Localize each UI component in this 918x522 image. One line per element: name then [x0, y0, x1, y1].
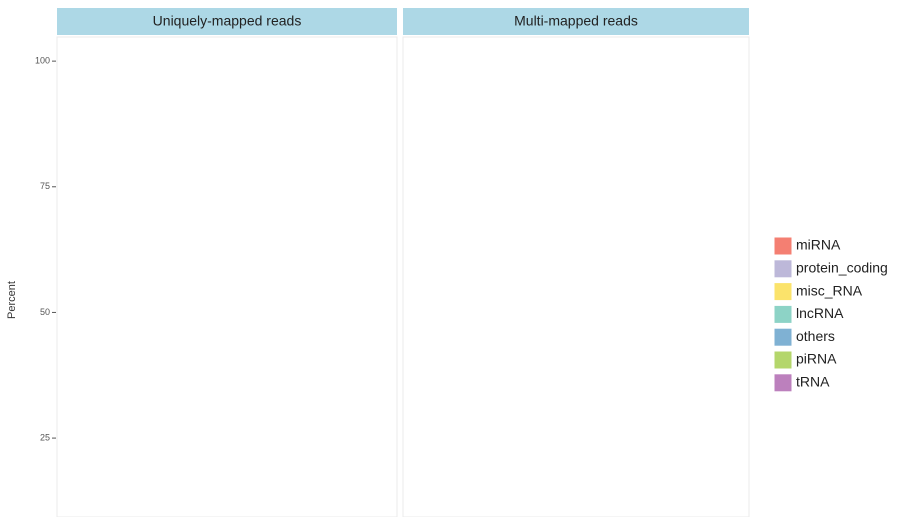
legend-label: miRNA — [796, 237, 841, 253]
legend-key — [773, 350, 793, 370]
y-tick-label: 25 — [40, 432, 50, 442]
legend-key — [773, 282, 793, 302]
panel-background — [56, 36, 398, 518]
facet-title: Uniquely-mapped reads — [153, 13, 302, 29]
legend-key — [773, 259, 793, 279]
legend-label: misc_RNA — [796, 282, 863, 298]
y-tick-label: 75 — [40, 181, 50, 191]
facet-strip — [403, 8, 749, 35]
legend-key — [773, 304, 793, 324]
legend-key — [773, 373, 793, 393]
panel-background — [402, 36, 750, 518]
legend-key — [773, 236, 793, 256]
facet-strip — [57, 8, 397, 35]
legend-label: lncRNA — [796, 305, 844, 321]
facet-title: Multi-mapped reads — [514, 13, 638, 29]
legend-key — [773, 327, 793, 347]
legend-label: others — [796, 328, 835, 344]
legend-label: protein_coding — [796, 260, 888, 276]
y-tick-label: 100 — [35, 56, 50, 66]
y-axis-label: Percent — [6, 281, 18, 319]
y-tick-label: 50 — [40, 307, 50, 317]
legend-label: tRNA — [796, 374, 830, 390]
legend-label: piRNA — [796, 351, 837, 367]
